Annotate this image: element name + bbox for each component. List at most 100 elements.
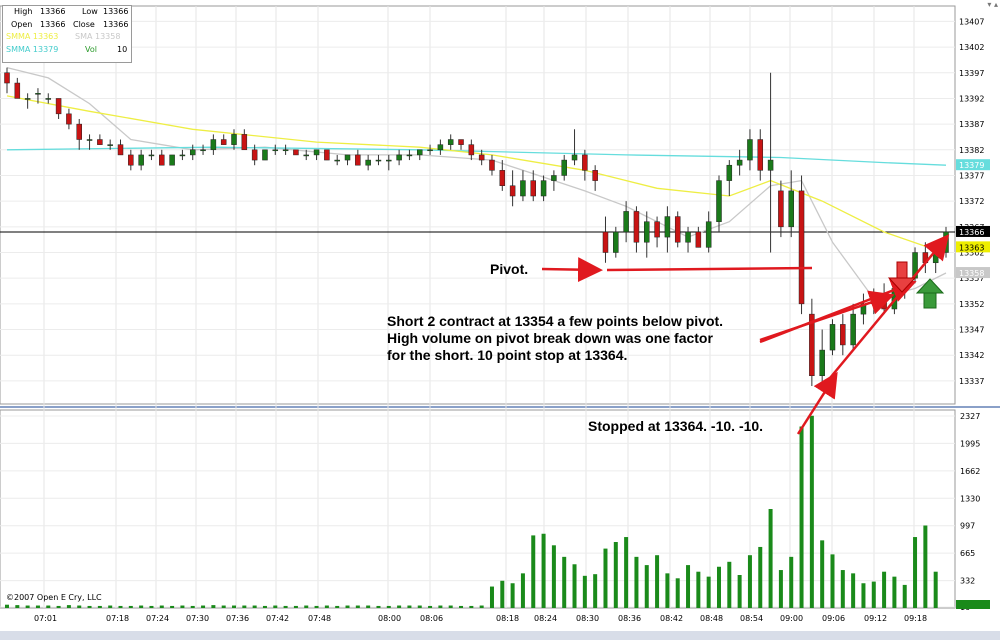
candle-body	[313, 149, 320, 156]
candle	[220, 134, 227, 145]
candle-body	[189, 149, 196, 156]
candle-body	[571, 154, 578, 161]
ohlc-info-box: High 13366 Low 13366 Open 13366 Close 13…	[2, 5, 132, 63]
x-tick-label: 07:18	[106, 614, 129, 623]
price-tick-label: 13337	[959, 377, 984, 386]
candle-body	[633, 211, 640, 243]
candle	[571, 129, 578, 166]
candle-body	[128, 154, 134, 166]
price-tick-label: 13382	[959, 146, 984, 155]
candle-body	[179, 154, 186, 157]
candle-body	[365, 159, 371, 166]
volume-bar	[448, 605, 453, 608]
candle	[107, 139, 113, 150]
candle	[200, 144, 206, 155]
volume-bar	[655, 555, 660, 608]
price-tick-label: 13347	[959, 326, 984, 335]
price-tag-label: 13379	[959, 161, 984, 170]
volume-bar	[747, 555, 752, 608]
high-value: 13366	[40, 7, 66, 16]
volume-bar	[97, 605, 102, 608]
volume-bar	[861, 583, 866, 608]
volume-bar	[613, 542, 618, 608]
x-tick-label: 08:42	[660, 614, 683, 623]
candle-body	[251, 149, 258, 161]
candle-body	[705, 221, 712, 248]
pivot-annotation: Pivot.	[490, 261, 529, 277]
candle-body	[664, 216, 671, 238]
candle-body	[602, 231, 609, 253]
candle	[468, 139, 475, 161]
x-tick-label: 09:18	[904, 614, 927, 623]
x-tick-label: 07:42	[266, 614, 289, 623]
volume-bar	[118, 605, 123, 608]
candle-body	[767, 159, 774, 171]
candle	[736, 149, 743, 176]
volume-bar	[479, 605, 484, 608]
candle-body	[355, 154, 361, 166]
candle-body	[582, 154, 588, 171]
candle	[664, 206, 671, 253]
candle	[128, 149, 134, 171]
candle	[509, 170, 516, 207]
chevron-down-icon[interactable]: ▾	[987, 0, 992, 9]
candle-body	[231, 134, 237, 145]
open-label: Open	[11, 19, 33, 29]
volume-bar	[417, 605, 422, 608]
x-tick-label: 08:00	[378, 614, 401, 623]
candle	[478, 149, 485, 166]
candle	[695, 226, 702, 248]
candle	[767, 72, 774, 253]
stopped-annotation: Stopped at 13364. -10. -10.	[588, 418, 764, 434]
candle	[159, 149, 165, 166]
price-tag	[956, 241, 990, 253]
x-tick-label: 08:36	[618, 614, 641, 623]
panel-controls[interactable]: ▾ ▴	[987, 0, 998, 10]
candle-body	[386, 159, 392, 162]
volume-bar	[128, 605, 133, 608]
candle-body	[747, 139, 753, 161]
volume-bar	[675, 578, 680, 608]
candle	[334, 154, 340, 166]
candle-body	[375, 159, 382, 162]
candle-body	[86, 139, 93, 141]
volume-bar	[644, 565, 649, 608]
volume-bar	[25, 605, 30, 608]
price-tick-label: 13362	[959, 249, 984, 258]
volume-bar	[201, 605, 206, 608]
candle-body	[447, 139, 454, 145]
close-label: Close	[73, 19, 95, 29]
candle	[427, 144, 433, 155]
x-tick-label: 07:01	[34, 614, 57, 623]
volume-bar	[232, 605, 237, 608]
volume-bar	[520, 573, 525, 608]
volume-bar	[273, 605, 278, 608]
x-tick-label: 09:00	[780, 614, 803, 623]
candle	[540, 175, 547, 202]
volume-bar	[716, 566, 721, 608]
volume-bar	[582, 575, 587, 608]
x-tick-label: 07:30	[186, 614, 209, 623]
candle	[293, 149, 299, 156]
candle-body	[561, 159, 567, 176]
candle	[726, 160, 733, 197]
volume-bar	[211, 605, 216, 608]
short-annotation: Short 2 contract at 13354 a few points b…	[387, 313, 723, 364]
volume-bar	[933, 571, 938, 608]
volume-bar	[345, 605, 350, 608]
chevron-up-icon[interactable]: ▴	[993, 0, 998, 9]
volume-bar	[15, 605, 20, 608]
candle	[788, 170, 794, 238]
candle	[654, 216, 660, 248]
volume-bar	[159, 605, 164, 608]
candle	[489, 154, 495, 176]
x-tick-label: 07:36	[226, 614, 249, 623]
volume-bar	[139, 605, 144, 608]
candle	[272, 144, 279, 155]
candle	[602, 216, 609, 263]
candle-body	[45, 98, 52, 100]
low-value: 13366	[103, 7, 129, 16]
volume-bar	[510, 583, 515, 608]
volume-bar	[830, 554, 835, 608]
